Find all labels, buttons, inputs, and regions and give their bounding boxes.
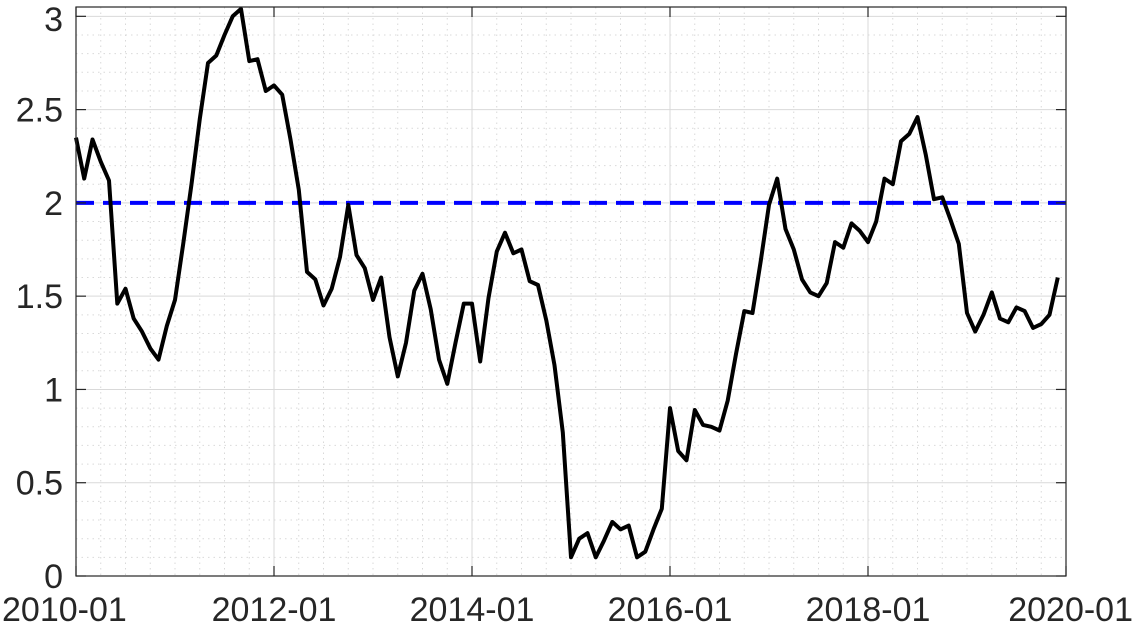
y-tick-label: 0.5 xyxy=(16,465,63,503)
x-tick-label: 2020-01 xyxy=(1008,591,1133,627)
plot-frame xyxy=(75,6,1067,577)
y-tick-label: 1.5 xyxy=(16,278,63,316)
y-tick-label: 2 xyxy=(44,185,63,223)
x-tick-label: 2014-01 xyxy=(410,591,535,627)
plot-background xyxy=(76,7,1066,576)
x-tick-label: 2010-01 xyxy=(2,591,127,627)
series-line xyxy=(74,6,1060,560)
y-axis-tick-labels: 0 0.5 1 1.5 2 2.5 3 xyxy=(16,1,63,596)
y-tick-label: 0 xyxy=(44,558,63,596)
x-tick-label: 2018-01 xyxy=(806,591,931,627)
x-axis-tick-labels: 2010-01 2012-01 2014-01 2016-01 2018-01 2020-… xyxy=(2,591,1133,627)
x-tick-label: 2016-01 xyxy=(608,591,733,627)
tick-marks xyxy=(75,7,1067,577)
y-tick-label: 3 xyxy=(44,1,63,39)
y-tick-label: 1 xyxy=(44,371,63,409)
y-tick-label: 2.5 xyxy=(16,92,63,130)
minor-grid xyxy=(76,7,1066,576)
x-tick-label: 2012-01 xyxy=(212,591,337,627)
